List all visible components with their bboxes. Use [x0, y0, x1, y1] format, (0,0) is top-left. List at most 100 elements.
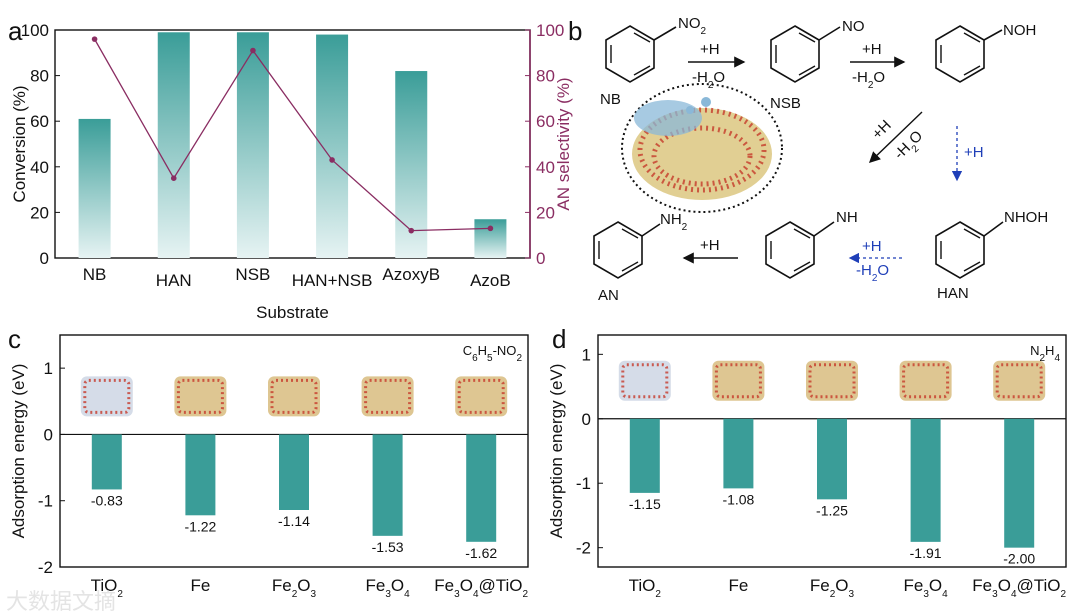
panel-c-value-label: -1.53 — [372, 539, 404, 555]
panel-d-xtick-label: Fe3O4@TiO2 — [972, 576, 1066, 600]
panel-c-value-label: -0.83 — [91, 492, 123, 508]
catalyst-particle-image — [621, 83, 783, 213]
arrow-nb-nsb-h2o: -H2O — [692, 69, 725, 91]
watermark: 大数据文摘 — [6, 590, 117, 615]
panel-a-xtick-label: HAN+NSB — [292, 271, 373, 290]
arrow-nsb-noh-h2o: -H2O — [852, 69, 885, 91]
panel-a-xtick-label: HAN — [156, 271, 192, 290]
panel-d-structure-atoms — [902, 363, 950, 399]
panel-c-structure-atoms — [364, 378, 412, 414]
panel-d-value-label: -1.25 — [816, 502, 848, 518]
panel-c-xtick-label: Fe — [190, 576, 210, 595]
panel-d-structure-atoms — [995, 363, 1043, 399]
nb-molecule: NO2 NB — [600, 15, 707, 108]
panel-d-structure-slab — [618, 360, 671, 401]
panel-a-ytick-label: 20 — [30, 203, 49, 222]
arrow-nh-an-h: +H — [700, 237, 720, 254]
panel-a-y2tick-label: 80 — [536, 67, 555, 86]
panel-c-structure-atoms — [83, 378, 131, 414]
panel-d-structure-atoms — [808, 363, 856, 399]
panel-d-xtick-label: TiO2 — [629, 576, 662, 600]
panel-c-structure-slab — [361, 376, 414, 417]
panel-c-structure-slab — [80, 376, 133, 417]
panel-a-xtick-label: NSB — [235, 265, 270, 284]
panel-d-frame — [597, 334, 1067, 568]
panel-d-structure-atoms — [621, 363, 669, 399]
panel-a-xtick-label: NB — [83, 265, 107, 284]
panel-a-ytick-label: 80 — [30, 67, 49, 86]
panel-d-structure-image — [899, 360, 952, 401]
panel-c-xtick-label: TiO2 — [91, 576, 124, 600]
panel-c-bar — [91, 434, 122, 490]
panel-d-value-label: -1.91 — [910, 545, 942, 561]
panel-a-bar — [157, 32, 190, 258]
nsb-molecule: NO NSB — [770, 18, 865, 112]
panel-d-ytick-label: -2 — [576, 539, 591, 558]
panel-c-xtick-label: Fe3O4@TiO2 — [434, 576, 528, 600]
nsb-group: NO — [842, 18, 865, 35]
panel-c-structure-image — [268, 376, 320, 417]
panel-c-ytick-label: -2 — [38, 558, 53, 577]
panel-a-selectivity-point — [170, 175, 177, 181]
panel-c-structure-image — [455, 376, 508, 417]
panel-c-structure-slab — [268, 376, 320, 417]
nb-group: NO2 — [678, 15, 707, 37]
panel-a-selectivity-point — [329, 157, 335, 163]
panel-d-value-label: -2.00 — [1003, 551, 1035, 567]
panel-d-ytick-label: 1 — [582, 345, 591, 364]
panel-label-a: a — [8, 16, 23, 46]
panel-d-bar — [629, 418, 660, 493]
panel-a-y2tick-label: 20 — [536, 203, 555, 222]
nsb-label: NSB — [770, 95, 801, 112]
an-molecule: NH2 AN — [593, 211, 688, 304]
panel-a-bar — [395, 71, 428, 258]
panel-c-value-label: -1.62 — [465, 545, 497, 561]
panel-c-ytick-label: 1 — [44, 359, 53, 378]
panel-d-structure-slab — [899, 360, 952, 401]
panel-a-xlabel: Substrate — [256, 303, 329, 322]
panel-c-xtick-label: Fe2O3 — [272, 576, 317, 600]
panel-c-bar — [279, 434, 309, 510]
panel-label-b: b — [568, 16, 582, 46]
panel-c-chart: -2 -1 0 1 -0.83 TiO2 -1.22 Fe -1.14 Fe2O3 -1.53 Fe3… — [9, 334, 529, 600]
panel-d-ylabel: Adsorption energy (eV) — [547, 364, 566, 539]
panel-d-structure-image — [993, 360, 1046, 401]
panel-a-selectivity-point — [408, 227, 415, 234]
panel-a-selectivity-line — [94, 38, 491, 232]
an-group: NH2 — [660, 211, 688, 233]
panel-d-chart: -2 -1 0 1 -1.15 TiO2 -1.08 Fe -1.25 Fe2O3 -1.91 Fe3… — [547, 334, 1067, 600]
panel-a-y2label: AN selectivity (%) — [554, 77, 573, 210]
panel-a-bar — [474, 219, 507, 258]
panel-c-bar — [466, 434, 497, 542]
panel-c-structure-slab — [455, 376, 508, 417]
han-group: NHOH — [1004, 209, 1048, 226]
panel-c-structure-atoms — [270, 378, 318, 414]
panel-c-structure-image — [80, 376, 133, 417]
panel-c-bar — [185, 434, 216, 516]
panel-d-ytick-label: 0 — [582, 410, 591, 429]
arrow-noh-nh-h: +H — [869, 117, 895, 143]
panel-d-value-label: -1.08 — [722, 491, 754, 507]
panel-c-ylabel: Adsorption energy (eV) — [9, 364, 28, 539]
reaction-scheme: NO2 NB NO NSB NOH NH — [593, 15, 1048, 304]
panel-c-ytick-label: 0 — [44, 425, 53, 444]
panel-a-bar — [236, 32, 269, 258]
arrow-han-nh-h: +H — [862, 238, 882, 255]
noh-molecule: NOH — [935, 22, 1036, 83]
arrow-noh-nh-h2o: -H2O — [891, 127, 930, 166]
panel-c-xtick-label: Fe3O4 — [365, 576, 410, 600]
panel-d-bar — [817, 418, 847, 500]
panel-c-structure-image — [361, 376, 414, 417]
arrow-noh-han-h: +H — [964, 144, 984, 161]
panel-a-chart: 0 0 20 20 40 40 60 60 80 80 100 100 NB HAN NSB HAN+NSB A… — [10, 21, 573, 322]
panel-a-ytick-label: 60 — [30, 112, 49, 131]
nh-group: NH — [836, 209, 858, 226]
panel-a-selectivity-point — [487, 225, 494, 232]
panel-a-bar — [78, 118, 111, 258]
panel-d-structure-image — [618, 360, 671, 401]
panel-c-structure-atoms — [176, 378, 224, 414]
panel-label-c: c — [8, 324, 21, 354]
panel-d-bar — [910, 418, 941, 542]
panel-d-bar — [723, 418, 754, 489]
